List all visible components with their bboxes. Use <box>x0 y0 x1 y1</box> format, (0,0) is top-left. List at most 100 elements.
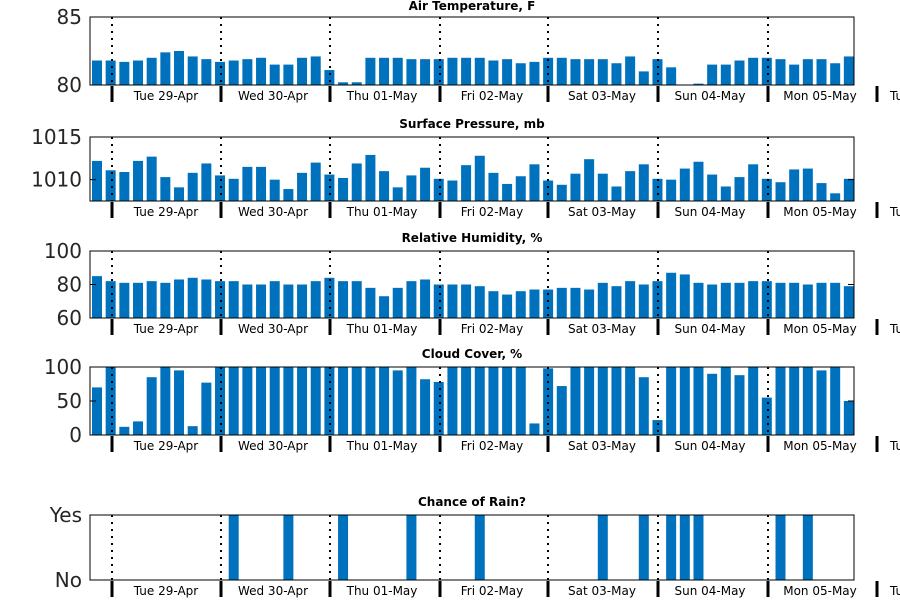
bar <box>802 59 813 85</box>
panel-title: Cloud Cover, % <box>422 347 522 361</box>
bar <box>447 367 458 435</box>
bar <box>638 71 649 85</box>
x-tick-label: Sun 04-May <box>674 89 745 103</box>
bar <box>597 282 608 318</box>
bar <box>502 367 513 435</box>
bar <box>256 367 267 435</box>
bar <box>119 426 130 435</box>
y-tick-label: 100 <box>44 239 82 263</box>
bar <box>830 63 841 85</box>
bar <box>310 162 321 201</box>
y-tick-label: 80 <box>57 273 82 297</box>
bar <box>283 64 294 85</box>
bar <box>338 82 349 85</box>
bar <box>433 381 444 435</box>
bar <box>119 61 130 85</box>
bar <box>693 161 704 201</box>
bar <box>351 367 362 435</box>
bar <box>297 57 308 85</box>
bar <box>379 367 390 435</box>
bar <box>638 515 649 580</box>
bar <box>679 367 690 435</box>
bar <box>105 281 116 318</box>
bar <box>556 287 567 318</box>
bar <box>406 515 417 580</box>
x-tick-label: Sat 03-May <box>568 322 636 336</box>
bar <box>338 177 349 201</box>
bar <box>324 277 335 318</box>
bar <box>242 367 253 435</box>
bar <box>461 367 472 435</box>
bar <box>365 367 376 435</box>
bar <box>447 180 458 201</box>
bar <box>365 154 376 201</box>
x-tick-label: Sun 04-May <box>674 584 745 598</box>
x-tick-label: Sun 04-May <box>674 322 745 336</box>
bar <box>297 367 308 435</box>
bar <box>748 281 759 318</box>
bar <box>597 515 608 580</box>
bar <box>338 515 349 580</box>
bar <box>789 64 800 85</box>
x-tick-label: Sun 04-May <box>674 439 745 453</box>
bar <box>392 370 403 435</box>
bar <box>584 289 595 318</box>
bar <box>816 183 827 201</box>
bar <box>734 282 745 318</box>
bar <box>242 166 253 201</box>
bar <box>160 52 171 85</box>
bar <box>146 57 157 85</box>
bar <box>160 177 171 201</box>
bar <box>556 184 567 201</box>
bar <box>242 284 253 318</box>
chart-panel-5: Chance of Rain? No Yes Tue 29-Apr Wed 30-Apr… <box>49 495 900 598</box>
bar <box>556 386 567 435</box>
x-tick-label: Tue 29-Apr <box>133 322 198 336</box>
bar <box>146 156 157 201</box>
bar <box>775 182 786 201</box>
bar <box>666 515 677 580</box>
bar <box>515 63 526 85</box>
bar <box>146 281 157 318</box>
bar <box>392 57 403 85</box>
y-tick-label: 1015 <box>31 125 82 149</box>
bar <box>789 169 800 201</box>
bar <box>720 64 731 85</box>
bar <box>611 63 622 85</box>
y-tick-label: 50 <box>57 389 82 413</box>
chart-panel-2: Surface Pressure, mb 1010 1015 Tue 29-Apr We… <box>31 117 900 219</box>
bar <box>652 59 663 85</box>
x-tick-label: Tue 29-Apr <box>133 439 198 453</box>
bar <box>775 515 786 580</box>
panel-title: Air Temperature, F <box>409 0 536 13</box>
x-tick-label: Thu 01-May <box>346 89 418 103</box>
bar <box>830 367 841 435</box>
x-tick-label: Fri 02-May <box>461 322 524 336</box>
bar <box>693 282 704 318</box>
bar <box>433 59 444 85</box>
bar <box>652 281 663 318</box>
bar <box>693 367 704 435</box>
bar <box>611 367 622 435</box>
x-tick-label: Sat 03-May <box>568 439 636 453</box>
x-tick-label: Wed 30-Apr <box>238 584 308 598</box>
bar <box>420 379 431 435</box>
bar <box>474 155 485 201</box>
bar <box>816 59 827 85</box>
bar <box>420 279 431 318</box>
x-tick-label: Fri 02-May <box>461 439 524 453</box>
y-tick-label: 1010 <box>31 168 82 192</box>
bar <box>119 282 130 318</box>
x-tick-label: Sat 03-May <box>568 584 636 598</box>
bar <box>775 367 786 435</box>
bar <box>228 178 239 201</box>
bar <box>228 367 239 435</box>
bar <box>447 284 458 318</box>
bar <box>461 165 472 201</box>
bar <box>515 291 526 318</box>
bar <box>133 282 144 318</box>
bar <box>843 56 854 85</box>
x-tick-label: Mon 05-May <box>783 89 857 103</box>
bar <box>625 171 636 201</box>
bar <box>638 284 649 318</box>
